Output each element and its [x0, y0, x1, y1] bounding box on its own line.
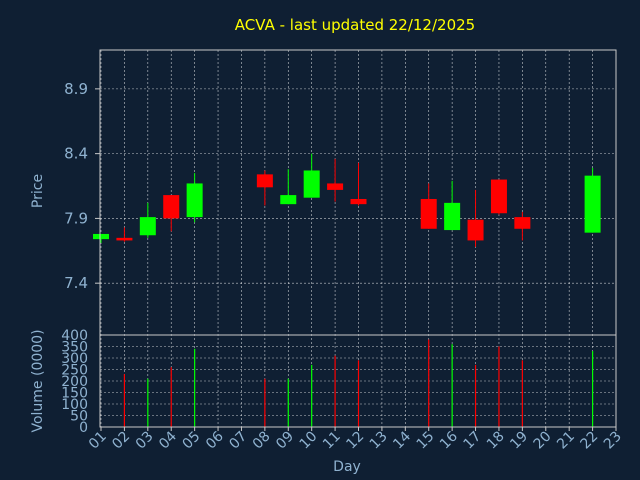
candles-layer — [93, 153, 601, 247]
volume-tick-label: 100 — [61, 397, 88, 413]
volume-tick-label: 200 — [61, 374, 88, 390]
volume-tick-label: 0 — [79, 420, 88, 436]
y-axis-label: Price — [30, 174, 46, 208]
candle-body-up — [303, 170, 320, 198]
candle-body-up — [186, 183, 203, 218]
price-tick-label: 7.9 — [64, 209, 88, 227]
candle-body-up — [444, 202, 461, 231]
candle-body-down — [116, 237, 133, 241]
candle-body-up — [280, 195, 297, 205]
volume-axis-label: Volume (0000) — [30, 329, 46, 432]
chart-title: ACVA - last updated 22/12/2025 — [235, 16, 475, 34]
candle-body-down — [163, 195, 180, 219]
volume-tick-label: 50 — [70, 409, 88, 425]
candle-body-down — [350, 198, 367, 205]
x-axis-label: Day — [333, 459, 361, 475]
candle-body-up — [93, 233, 109, 240]
volume-panel-frame — [99, 334, 617, 428]
candle-body-down — [514, 217, 531, 229]
price-tick-label: 8.9 — [64, 80, 88, 98]
volume-tick-label: 350 — [61, 340, 88, 356]
candle-body-down — [327, 183, 344, 190]
volume-tick-label: 150 — [61, 386, 88, 402]
candle-body-up — [584, 175, 601, 233]
volume-tick-label: 250 — [61, 363, 88, 379]
candle-body-down — [490, 179, 507, 214]
candle-body-up — [139, 217, 156, 236]
volume-tick-label: 300 — [61, 351, 88, 367]
volume-layer — [123, 339, 594, 427]
price-tick-label: 8.4 — [64, 145, 88, 163]
candle-body-down — [467, 219, 484, 241]
volume-tick-label: 400 — [61, 328, 88, 344]
candle-body-down — [256, 174, 273, 188]
price-tick-label: 7.4 — [64, 274, 88, 292]
candle-body-down — [420, 198, 437, 229]
